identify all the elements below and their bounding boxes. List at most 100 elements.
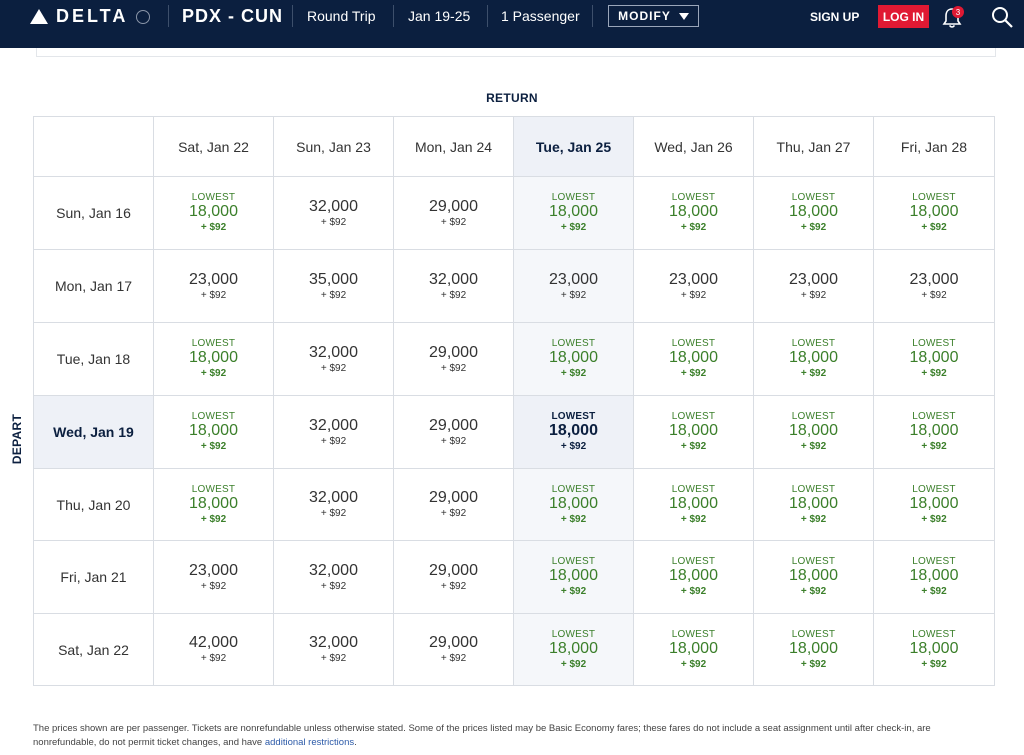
fare-cell[interactable]: LOWEST 18,000 + $92: [874, 396, 995, 469]
fare-taxes: + $92: [560, 586, 587, 597]
fare-miles: 29,000: [429, 197, 478, 215]
fare-cell[interactable]: 32,000 + $92: [274, 541, 394, 614]
fare-cell[interactable]: LOWEST 18,000 + $92: [514, 396, 634, 469]
fare-cell[interactable]: LOWEST 18,000 + $92: [754, 614, 874, 686]
fare-cell[interactable]: 32,000 + $92: [274, 396, 394, 469]
additional-restrictions-link[interactable]: additional restrictions: [264, 737, 355, 748]
fare-cell[interactable]: 29,000 + $92: [394, 541, 514, 614]
fare-cell[interactable]: 29,000 + $92: [394, 396, 514, 469]
fare-cell[interactable]: LOWEST 18,000 + $92: [874, 177, 995, 250]
fare-cell[interactable]: LOWEST 18,000 + $92: [154, 396, 274, 469]
delta-logo[interactable]: DELTA: [30, 6, 151, 27]
fare-taxes: + $92: [921, 586, 947, 597]
modify-search-button[interactable]: MODIFY: [608, 5, 699, 27]
depart-axis-label: DEPART: [10, 413, 25, 465]
fare-cell[interactable]: LOWEST 18,000 + $92: [874, 469, 995, 541]
fare-taxes: + $92: [440, 653, 467, 664]
lowest-fare-badge: LOWEST: [671, 411, 716, 422]
fare-cell[interactable]: 29,000 + $92: [394, 323, 514, 396]
fare-cell[interactable]: 35,000 + $92: [274, 250, 394, 323]
fare-cell[interactable]: LOWEST 18,000 + $92: [514, 541, 634, 614]
fare-cell[interactable]: 32,000 + $92: [274, 614, 394, 686]
fare-cell[interactable]: 32,000 + $92: [394, 250, 514, 323]
fare-taxes: + $92: [200, 653, 227, 664]
fare-cell[interactable]: LOWEST 18,000 + $92: [514, 614, 634, 686]
fare-cell[interactable]: LOWEST 18,000 + $92: [754, 541, 874, 614]
fare-cell[interactable]: LOWEST 18,000 + $92: [754, 323, 874, 396]
lowest-fare-badge: LOWEST: [791, 338, 836, 349]
fare-cell[interactable]: 32,000 + $92: [274, 323, 394, 396]
fare-cell[interactable]: LOWEST 18,000 + $92: [514, 469, 634, 541]
fare-cell[interactable]: LOWEST 18,000 + $92: [634, 323, 754, 396]
fare-taxes: + $92: [680, 586, 707, 597]
fare-taxes: + $92: [921, 658, 947, 670]
skyteam-seal-icon: [136, 9, 151, 24]
fare-cell[interactable]: LOWEST 18,000 + $92: [514, 177, 634, 250]
fare-cell[interactable]: LOWEST 18,000 + $92: [634, 614, 754, 686]
fare-cell[interactable]: 32,000 + $92: [274, 469, 394, 541]
fare-cell[interactable]: LOWEST 18,000 + $92: [874, 323, 995, 396]
log-in-button[interactable]: LOG IN: [878, 5, 929, 28]
fare-miles: 23,000: [549, 270, 598, 288]
lowest-fare-badge: LOWEST: [791, 556, 836, 567]
fare-cell[interactable]: 29,000 + $92: [394, 614, 514, 686]
fare-cell[interactable]: 42,000 + $92: [154, 614, 274, 686]
lowest-fare-badge: LOWEST: [551, 483, 596, 495]
lowest-fare-badge: LOWEST: [671, 556, 716, 567]
fare-taxes: + $92: [921, 441, 947, 452]
fare-cell[interactable]: 32,000 + $92: [274, 177, 394, 250]
depart-date-header: Thu, Jan 20: [34, 469, 154, 541]
fare-miles: 18,000: [549, 639, 598, 657]
fare-cell[interactable]: LOWEST 18,000 + $92: [154, 177, 274, 250]
return-date-header: Thu, Jan 27: [754, 117, 874, 177]
fare-taxes: + $92: [200, 222, 227, 233]
fare-taxes: + $92: [320, 508, 347, 519]
fare-cell[interactable]: LOWEST 18,000 + $92: [154, 469, 274, 541]
divider: [292, 5, 293, 27]
fare-cell[interactable]: LOWEST 18,000 + $92: [754, 177, 874, 250]
fare-cell[interactable]: LOWEST 18,000 + $92: [514, 323, 634, 396]
fare-cell[interactable]: 23,000 + $92: [154, 541, 274, 614]
fare-cell[interactable]: 23,000 + $92: [154, 250, 274, 323]
lowest-fare-badge: LOWEST: [671, 338, 716, 349]
fare-cell[interactable]: LOWEST 18,000 + $92: [634, 177, 754, 250]
fare-taxes: + $92: [440, 289, 467, 301]
fare-cell[interactable]: 29,000 + $92: [394, 177, 514, 250]
fare-cell[interactable]: 23,000 + $92: [514, 250, 634, 323]
fare-cell[interactable]: LOWEST 18,000 + $92: [634, 541, 754, 614]
fare-taxes: + $92: [200, 513, 227, 525]
sign-up-link[interactable]: SIGN UP: [810, 10, 860, 24]
fare-miles: 18,000: [189, 349, 238, 366]
depart-date-header: Tue, Jan 18: [34, 323, 154, 396]
fare-cell[interactable]: LOWEST 18,000 + $92: [874, 614, 995, 686]
fare-miles: 32,000: [309, 197, 358, 215]
depart-date-header: Fri, Jan 21: [34, 541, 154, 614]
fare-taxes: + $92: [200, 368, 227, 379]
lowest-fare-badge: LOWEST: [671, 483, 716, 495]
fare-taxes: + $92: [320, 580, 347, 592]
fare-taxes: + $92: [440, 216, 467, 228]
fare-cell[interactable]: LOWEST 18,000 + $92: [634, 396, 754, 469]
fare-cell[interactable]: LOWEST 18,000 + $92: [634, 469, 754, 541]
depart-date-label: Tue, Jan 18: [56, 351, 131, 367]
fare-cell[interactable]: 29,000 + $92: [394, 469, 514, 541]
fare-cell[interactable]: LOWEST 18,000 + $92: [754, 396, 874, 469]
lowest-fare-badge: LOWEST: [551, 556, 596, 567]
lowest-fare-badge: LOWEST: [551, 411, 596, 422]
fare-miles: 32,000: [309, 343, 358, 361]
search-icon[interactable]: [990, 5, 1014, 29]
fare-cell[interactable]: LOWEST 18,000 + $92: [154, 323, 274, 396]
fare-cell[interactable]: 23,000 + $92: [754, 250, 874, 323]
divider: [168, 5, 169, 27]
fare-taxes: + $92: [440, 362, 467, 374]
fare-taxes: + $92: [440, 580, 467, 592]
fare-taxes: + $92: [440, 435, 467, 447]
fare-miles: 18,000: [669, 349, 718, 366]
depart-date-header: Sun, Jan 16: [34, 177, 154, 250]
fare-cell[interactable]: 23,000 + $92: [634, 250, 754, 323]
fare-cell[interactable]: 23,000 + $92: [874, 250, 995, 323]
return-date-header: Fri, Jan 28: [874, 117, 995, 177]
lowest-fare-badge: LOWEST: [912, 556, 956, 567]
fare-cell[interactable]: LOWEST 18,000 + $92: [874, 541, 995, 614]
fare-cell[interactable]: LOWEST 18,000 + $92: [754, 469, 874, 541]
